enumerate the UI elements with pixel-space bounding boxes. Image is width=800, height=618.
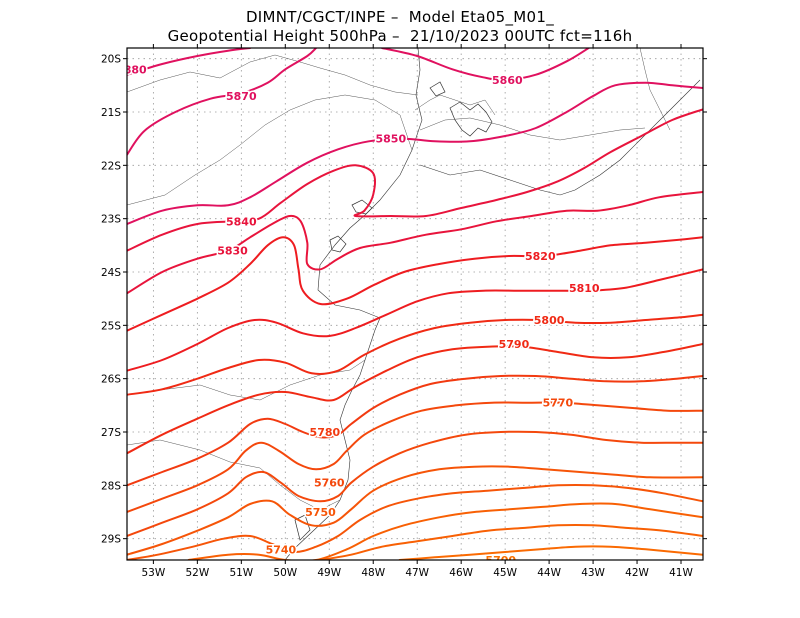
contour-label: 5830 [217,245,248,258]
lon-tick-label: 48W [361,567,385,579]
contour-label: 5850 [376,133,407,146]
lon-tick-label: 42W [625,567,649,579]
contour-line [127,191,703,295]
contour-labels: 5880 5870 5860 5850 5840 5830 5820 5810 5800 5790… [116,62,601,567]
longitude-axis: 53W 52W 51W 50W 49W 48W 47W 46W 45W 44W 43W 42W 41W [142,44,694,579]
lat-tick-label: 23S [101,214,121,226]
state-border [414,94,496,116]
contour-label: 5880 [116,63,147,76]
lat-tick-label: 27S [101,427,121,439]
lon-tick-label: 49W [317,567,341,579]
coastline-path [419,79,701,196]
state-border [419,117,646,141]
plot-frame [126,47,704,561]
map-title-line-2: Geopotential Height 500hPa – 21/10/2023 … [167,27,633,45]
bay [351,199,373,215]
contour-line [127,465,703,556]
contour-label: 5860 [492,74,523,87]
contour-label: 5750 [305,506,336,519]
contour-line [127,401,703,513]
lat-tick-label: 20S [101,54,121,66]
lat-tick-label: 24S [101,267,121,279]
contour-label: 5760 [314,477,345,490]
reservoir [449,101,493,137]
contour-label: 5870 [226,90,257,103]
contour-line [127,236,703,332]
lat-tick-label: 26S [101,374,121,386]
latitude-axis: 20S 21S 22S 23S 24S 25S 26S 27S 28S 29S [101,54,707,546]
state-border [127,54,419,96]
state-border [127,439,341,511]
contour-line [127,48,252,76]
contour-line [127,313,703,396]
contour-line [381,48,590,82]
lat-tick-label: 28S [101,480,121,492]
lon-tick-label: 43W [581,567,605,579]
contour-label: 5820 [525,250,556,263]
lon-tick-label: 47W [405,567,429,579]
contour-line [127,81,703,225]
contour-line [127,430,703,537]
lat-tick-label: 22S [101,160,121,172]
height-contours [127,48,703,560]
lon-tick-label: 44W [537,567,561,579]
lon-tick-label: 51W [229,567,253,579]
coastline [127,48,701,560]
state-border [639,48,671,131]
contour-label: 5700 [485,554,516,567]
lat-tick-label: 21S [101,107,121,119]
contour-label: 5740 [266,543,297,556]
bay [329,235,347,253]
contour-label: 5790 [499,338,530,351]
plot-area [127,48,703,560]
contour-line [187,502,703,560]
reservoir [429,81,446,97]
map-title-line-1: DIMNT/CGCT/INPE – Model Eta05_M01_ [245,8,555,26]
contour-line [127,374,703,487]
state-border [127,94,413,206]
lon-tick-label: 45W [493,567,517,579]
contour-line [127,343,703,455]
contour-line [398,545,703,560]
contour-label: 5840 [226,215,257,228]
contour-line [127,484,703,560]
contour-label: 5770 [543,397,574,410]
lon-tick-label: 52W [185,567,209,579]
lon-tick-label: 50W [273,567,297,579]
contour-label: 5800 [534,314,565,327]
lon-tick-label: 53W [142,567,166,579]
lat-tick-label: 29S [101,534,121,546]
contour-line [319,524,703,560]
lat-tick-label: 25S [101,320,121,332]
contour-line [127,108,703,252]
contour-line [127,48,318,156]
lon-tick-label: 46W [449,567,473,579]
contour-label: 5810 [569,282,600,295]
contour-line [127,268,703,372]
contour-label: 5780 [310,426,341,439]
lagoon [294,514,311,541]
coastline-path [284,48,423,560]
lon-tick-label: 41W [669,567,693,579]
